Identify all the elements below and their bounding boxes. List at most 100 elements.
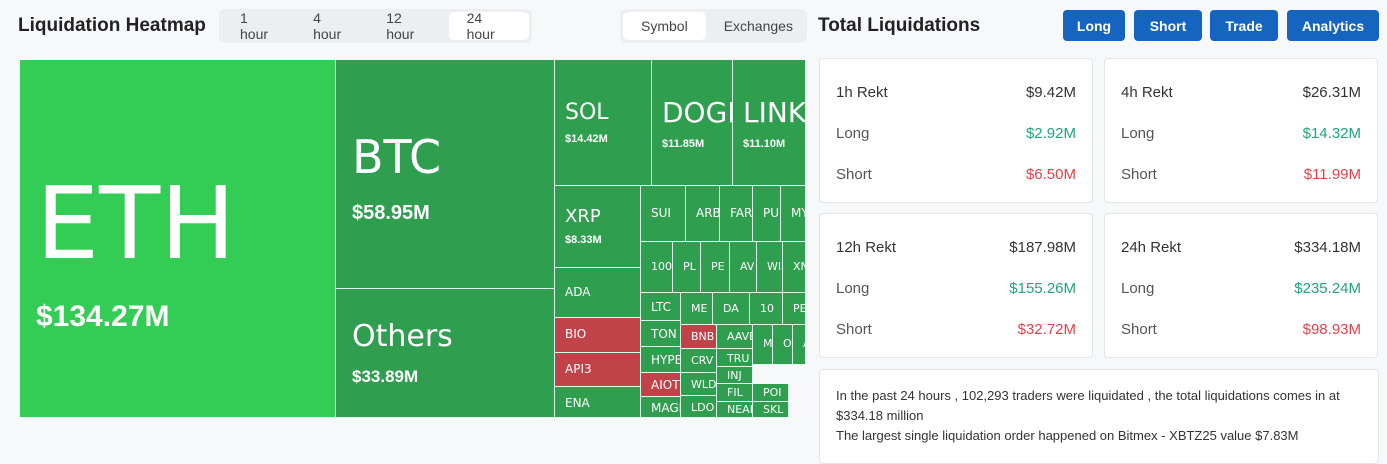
heatmap-cell[interactable]: API3 [555, 353, 641, 387]
cell-symbol: POI [763, 386, 782, 399]
heatmap-cell[interactable]: MY [781, 186, 806, 242]
cell-symbol: TRU [727, 352, 750, 365]
heatmap-cell[interactable]: AAVE [717, 325, 753, 349]
heatmap-cell[interactable]: Others $33.89M [336, 289, 555, 418]
heatmap-cell[interactable]: PL [673, 242, 701, 293]
cell-symbol: PE [793, 302, 806, 315]
heatmap-cell[interactable]: XRP $8.33M [555, 186, 641, 268]
button[interactable]: Short [1134, 10, 1202, 41]
heatmap-cell[interactable]: BIO [555, 318, 641, 353]
cell-symbol: ME [691, 302, 708, 315]
cell-symbol: SKL [763, 403, 784, 416]
note: In the past 24 hours , 102,293 traders w… [819, 369, 1379, 464]
cell-value: $58.95M [352, 202, 430, 224]
card-title: 1h Rekt [836, 84, 888, 101]
cell-symbol: PE [711, 260, 725, 273]
time-tabs: 1 hour 4 hour 12 hour 24 hour [219, 9, 532, 43]
button[interactable]: Analytics [1287, 10, 1379, 41]
row-label: Short [1121, 166, 1157, 183]
card-total: $26.31M [1302, 84, 1361, 101]
note-line: The largest single liquidation order hap… [836, 428, 1299, 443]
time-tab[interactable]: 12 hour [386, 10, 415, 42]
row-label: Short [1121, 321, 1157, 338]
view-tab[interactable]: Symbol [623, 12, 706, 40]
cell-symbol: DA [723, 302, 739, 315]
time-tab[interactable]: 4 hour [313, 10, 342, 42]
cell-symbol: WLD [691, 378, 717, 391]
cell-symbol: AAVE [727, 330, 752, 343]
heatmap-cell[interactable]: ADA [555, 268, 641, 318]
card-title: 24h Rekt [1121, 239, 1182, 256]
heatmap-cell[interactable]: PE [701, 242, 730, 293]
heatmap-cell[interactable]: SOL $14.42M [555, 60, 652, 186]
cell-symbol: FAR [730, 206, 753, 220]
row-label: Long [836, 125, 870, 142]
heatmap-cell[interactable]: AIOT [641, 373, 681, 397]
heatmap-cell[interactable]: TON [641, 321, 681, 347]
cell-symbol: XRP [565, 206, 601, 227]
heatmap-cell[interactable]: FAR [720, 186, 753, 242]
heatmap-cell[interactable]: XN [783, 242, 806, 293]
heatmap-cell[interactable]: CRV [681, 349, 717, 373]
heatmap-cell[interactable]: 100 [641, 242, 673, 293]
heatmap-cell[interactable]: LINK $11.10M [733, 60, 806, 186]
heatmap-cell[interactable]: DOGE $11.85M [652, 60, 733, 186]
heatmap-cell[interactable]: O [773, 325, 793, 365]
cell-symbol: LINK [743, 96, 806, 129]
heatmap-cell[interactable]: BNB [681, 325, 717, 349]
heatmap-cell[interactable]: ETH $134.27M [20, 60, 336, 418]
row-value: $32.72M [1017, 321, 1076, 338]
cell-symbol: XN [793, 260, 805, 273]
time-tab[interactable]: 1 hour [240, 10, 269, 42]
cell-symbol: 10 [760, 302, 774, 315]
cell-symbol: API3 [565, 362, 592, 376]
cell-symbol: BIO [565, 327, 587, 341]
heatmap-cell[interactable]: WLD [681, 373, 717, 396]
heatmap-cell[interactable]: SUI [641, 186, 686, 242]
button[interactable]: Trade [1210, 10, 1278, 41]
heatmap-cell[interactable]: NEAR [717, 402, 753, 418]
cell-symbol: Others [352, 319, 453, 354]
heatmap-cell[interactable]: PU [753, 186, 781, 242]
cell-symbol: A [803, 337, 805, 350]
heatmap-cell[interactable]: ENA [555, 387, 641, 418]
stat-card: 4h Rekt $26.31M Long $14.32M Short $11.99M [1104, 58, 1378, 203]
heatmap-cell[interactable]: INJ [717, 367, 753, 384]
heatmap-cell[interactable]: M [753, 325, 773, 365]
view-tab[interactable]: Exchanges [723, 18, 793, 34]
heatmap-cell[interactable]: SKL [753, 402, 789, 418]
card-title: 4h Rekt [1121, 84, 1173, 101]
cell-value: $33.89M [352, 367, 419, 386]
heatmap-cell[interactable]: HYPE [641, 347, 681, 373]
heatmap-cell[interactable]: ME [681, 293, 713, 325]
heatmap-cell[interactable]: 10 [750, 293, 783, 325]
summary-title: Total Liquidations [818, 15, 981, 36]
time-tab[interactable]: 24 hour [448, 10, 529, 42]
heatmap-cell[interactable]: AV [730, 242, 757, 293]
heatmap-cell[interactable]: TRU [717, 349, 753, 367]
cell-symbol: INJ [727, 369, 742, 382]
heatmap-cell[interactable]: FIL [717, 384, 753, 402]
cell-symbol: WI [767, 260, 782, 273]
heatmap-cell[interactable]: PE [783, 293, 806, 325]
cell-symbol: MAGI [651, 401, 681, 415]
view-tabs: Symbol Exchanges [620, 9, 807, 43]
heatmap-cell[interactable]: LTC [641, 293, 681, 321]
heatmap-cell[interactable]: POI [753, 384, 789, 402]
cell-symbol: AV [740, 260, 755, 273]
heatmap-cell[interactable]: DA [713, 293, 750, 325]
heatmap-cell[interactable]: WI [757, 242, 783, 293]
heatmap-cell[interactable]: BTC $58.95M [336, 60, 555, 289]
cell-symbol: ETH [36, 165, 236, 282]
heatmap-cell[interactable]: ARB [686, 186, 720, 242]
heatmap-cell[interactable]: MAGI [641, 397, 681, 418]
heatmap-cell[interactable]: LDO [681, 396, 717, 418]
card-total: $334.18M [1294, 239, 1361, 256]
row-value: $14.32M [1302, 125, 1361, 142]
cell-symbol: SUI [651, 206, 671, 220]
heatmap-cell[interactable]: A [793, 325, 806, 365]
button[interactable]: Long [1063, 10, 1125, 41]
cell-symbol: AIOT [651, 378, 680, 392]
stat-card: 12h Rekt $187.98M Long $155.26M Short $32.72M [819, 213, 1093, 358]
cell-symbol: SOL [565, 100, 609, 125]
